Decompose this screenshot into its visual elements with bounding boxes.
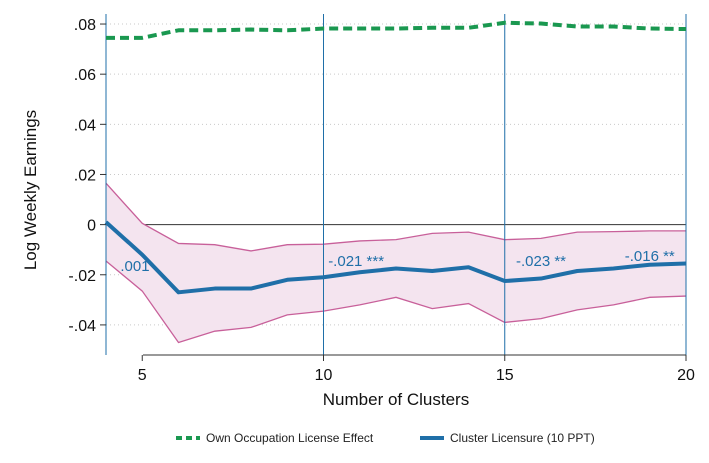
x-tick-label: 15 [496,367,514,384]
y-tick-label: .02 [74,167,96,184]
ci-lower-line [105,260,687,344]
confidence-band-layer [105,182,687,344]
data-label: -.021 *** [328,253,384,270]
data-label: .001 [120,258,149,275]
y-tick-label: .08 [74,17,96,34]
x-tick-label: 5 [138,367,147,384]
legend-label-cluster-licensure: Cluster Licensure (10 PPT) [450,431,595,445]
vertical-lines-layer [105,14,687,355]
series-layer [104,20,687,295]
data-label: -.023 ** [516,253,566,270]
series-line-own-occupation [106,20,687,40]
ci-upper-line [105,182,686,252]
y-axis-label: Log Weekly Earnings [21,110,40,270]
legend: Own Occupation License Effect Cluster Lic… [176,431,595,445]
confidence-band [106,183,686,343]
y-tick-label: .06 [74,67,96,84]
y-tick-label: .04 [74,117,96,134]
series-line-cluster-licensure [104,220,687,295]
annotation-layer: .001 -.021 *** -.023 ** -.016 ** [120,248,675,275]
axis-layer: -.04 -.02 0 .02 .04 .06 .08 5 10 15 20 [68,17,695,384]
x-tick-label: 10 [315,367,333,384]
y-tick-label: -.04 [68,318,96,335]
x-axis-label: Number of Clusters [323,390,469,409]
legend-label-own-occupation: Own Occupation License Effect [206,431,374,445]
x-tick-label: 20 [677,367,695,384]
data-label: -.016 ** [625,248,675,265]
y-tick-label: 0 [87,218,96,235]
y-tick-label: -.02 [68,268,96,285]
